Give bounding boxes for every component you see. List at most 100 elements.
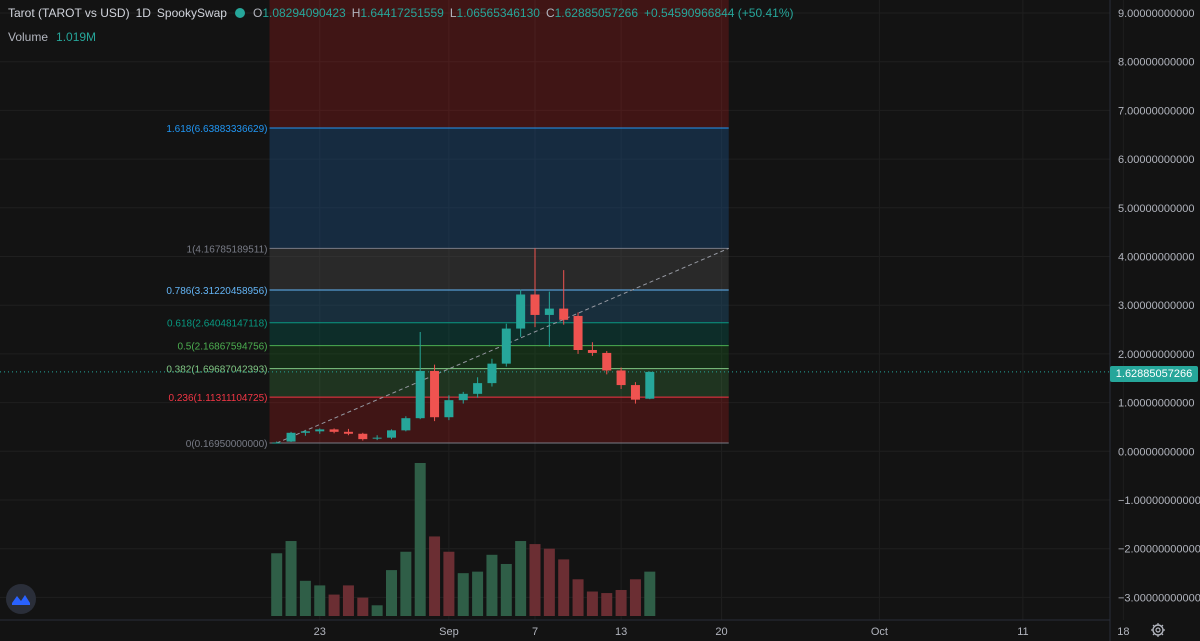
volume-bar <box>472 571 484 616</box>
volume-bar <box>342 585 354 616</box>
candle-body <box>516 294 526 329</box>
candle-body <box>272 442 282 444</box>
fib-band <box>269 0 729 128</box>
volume-bar <box>443 551 455 616</box>
price-tick-label: 2.00000000000 <box>1118 349 1194 361</box>
candle-body <box>372 437 382 439</box>
candle-body <box>458 393 468 401</box>
candle-body <box>358 433 368 440</box>
price-tick-label: −1.00000000000 <box>1118 495 1200 507</box>
price-tick-label: −2.00000000000 <box>1118 544 1200 556</box>
ohlc-values: O1.08294090423 H1.64417251559 L1.0656534… <box>252 6 794 20</box>
volume-bar <box>371 605 383 616</box>
candle-body <box>501 328 511 364</box>
volume-bar <box>271 553 283 616</box>
candle-body <box>573 315 583 351</box>
fib-level-label: 0(0.16950000000) <box>186 439 268 450</box>
volume-legend[interactable]: Volume 1.019M <box>8 30 96 44</box>
volume-bar <box>529 544 541 616</box>
fib-level-label: 0.5(2.16867594756) <box>177 342 267 353</box>
volume-bar <box>644 571 656 616</box>
time-tick-label: Oct <box>871 626 888 638</box>
candle-body <box>415 370 425 419</box>
fib-band <box>269 368 729 398</box>
candle-body <box>329 429 339 432</box>
time-tick-label: 11 <box>1017 626 1028 638</box>
volume-bar <box>299 580 311 616</box>
price-tick-label: 4.00000000000 <box>1118 252 1194 264</box>
time-tick-label: 20 <box>715 626 727 638</box>
price-tick-label: 7.00000000000 <box>1118 105 1194 117</box>
symbol-legend[interactable]: Tarot (TAROT vs USD) 1D SpookySwap O1.08… <box>8 6 794 20</box>
fib-band <box>269 322 729 346</box>
volume-bar <box>515 541 527 616</box>
close-value: 1.62885057266 <box>554 6 639 20</box>
fib-band <box>269 345 729 369</box>
candle-body <box>444 400 454 418</box>
volume-bar <box>486 554 498 616</box>
candle-body <box>544 308 554 315</box>
candle-body <box>602 352 612 371</box>
candle-body <box>530 294 540 315</box>
price-tick-label: 5.00000000000 <box>1118 203 1194 215</box>
time-tick-label: 13 <box>615 626 627 638</box>
price-tick-label: 3.00000000000 <box>1118 300 1194 312</box>
fib-level-label: 0.236(1.11311104725) <box>169 393 268 404</box>
fib-level-label: 0.786(3.31220458956) <box>166 286 267 297</box>
volume-bar <box>558 559 570 616</box>
fib-level-label: 0.382(1.69687042393) <box>166 365 267 376</box>
fib-level-label: 1(4.16785189511) <box>187 244 268 255</box>
volume-bar <box>285 541 297 616</box>
volume-bar <box>457 573 469 616</box>
candle-body <box>487 363 497 384</box>
candle-body <box>300 431 310 433</box>
candle-body <box>286 432 296 442</box>
volume-bar <box>586 591 598 616</box>
volume-bar <box>543 548 555 616</box>
exchange-label: SpookySwap <box>156 6 227 20</box>
volume-bar <box>615 589 627 616</box>
open-value: 1.08294090423 <box>262 6 346 20</box>
fib-band <box>269 397 729 444</box>
volume-bar <box>328 594 340 616</box>
time-tick-label: 23 <box>314 626 326 638</box>
candle-body <box>559 308 569 320</box>
candle-body <box>401 418 411 431</box>
interval-label[interactable]: 1D <box>135 6 151 20</box>
fib-band <box>269 127 729 249</box>
price-tick-label: 6.00000000000 <box>1118 154 1194 166</box>
time-tick-label: 7 <box>532 626 538 638</box>
volume-label: Volume <box>8 30 49 44</box>
fib-band <box>269 289 729 323</box>
high-value: 1.64417251559 <box>360 6 444 20</box>
price-tick-label: 0.00000000000 <box>1118 446 1194 458</box>
settings-gear-icon[interactable] <box>1150 622 1166 638</box>
candle-body <box>343 431 353 434</box>
price-tick-label: −3.00000000000 <box>1118 592 1200 604</box>
price-tick-label: 9.00000000000 <box>1118 8 1194 20</box>
volume-bar <box>500 563 512 616</box>
volume-bar <box>601 593 613 616</box>
tradingview-logo-icon[interactable] <box>6 584 36 614</box>
candle-body <box>616 370 626 386</box>
time-tick-label: Sep <box>439 626 459 638</box>
volume-bar <box>429 536 441 616</box>
candle-body <box>630 385 640 400</box>
volume-bar <box>400 551 412 616</box>
price-tick-label: 1.00000000000 <box>1118 398 1194 410</box>
candle-body <box>315 429 325 432</box>
change-value: +0.54590966844 (+50.41%) <box>644 6 794 20</box>
candles <box>272 248 655 444</box>
low-value: 1.06565346130 <box>456 6 540 20</box>
current-price-tag: 1.62885057266 <box>1110 366 1198 382</box>
volume-value: 1.019M <box>56 30 97 44</box>
volume-bar <box>572 579 584 616</box>
candle-body <box>473 383 483 394</box>
volume-histogram <box>271 463 656 616</box>
volume-bar <box>386 570 397 616</box>
fib-band <box>269 248 729 290</box>
symbol-name[interactable]: Tarot (TAROT vs USD) <box>8 6 130 20</box>
volume-bar <box>357 597 369 616</box>
